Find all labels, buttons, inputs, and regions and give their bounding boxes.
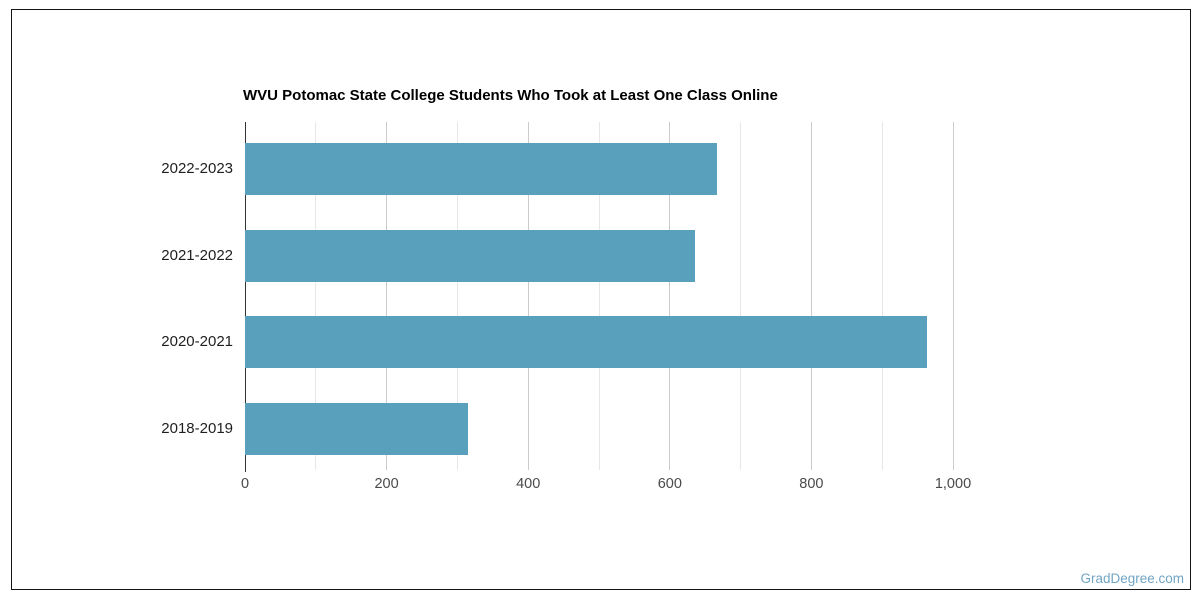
x-axis-tick-label: 600 <box>657 476 682 492</box>
bar-2022-2023[interactable] <box>245 143 718 195</box>
bar-2018-2019[interactable] <box>245 402 469 455</box>
watermark-link[interactable]: GradDegree.com <box>1080 571 1184 586</box>
grid-line <box>881 122 883 470</box>
x-axis-tick-label: 800 <box>799 476 824 492</box>
grid-line <box>386 122 388 470</box>
grid-line <box>315 122 317 470</box>
category-label: 2020-2021 <box>161 333 233 350</box>
grid-line <box>456 122 458 470</box>
x-axis-tick-label: 0 <box>240 476 250 492</box>
x-axis-tick-label: 400 <box>516 476 541 492</box>
x-axis-tick-label: 1,000 <box>934 476 972 492</box>
grid-line <box>669 122 671 470</box>
category-label: 2018-2019 <box>161 419 233 437</box>
grid-line <box>952 122 954 470</box>
category-label: 2022-2023 <box>161 160 233 177</box>
category-label: 2021-2022 <box>161 246 233 264</box>
grid-line <box>598 122 600 470</box>
grid-line <box>527 122 529 470</box>
grid-line <box>740 122 742 470</box>
chart-title: WVU Potomac State College Students Who T… <box>243 87 778 104</box>
bar-2021-2022[interactable] <box>245 229 696 282</box>
chart-frame <box>11 9 1191 590</box>
y-axis-baseline <box>244 122 246 472</box>
bar-2020-2021[interactable] <box>245 316 927 368</box>
grid-line <box>810 122 812 470</box>
x-axis-tick-label: 200 <box>374 476 399 492</box>
